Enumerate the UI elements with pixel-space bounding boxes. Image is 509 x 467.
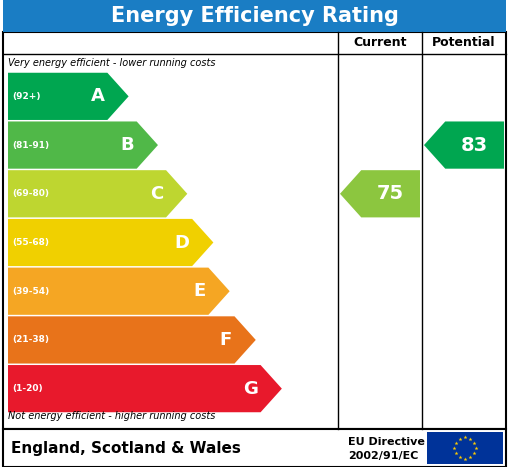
Bar (3, 0, 506, 32)
Text: (21-38): (21-38) (12, 335, 49, 345)
Polygon shape (8, 316, 256, 363)
Text: Not energy efficient - higher running costs: Not energy efficient - higher running co… (8, 411, 215, 421)
Text: (39-54): (39-54) (12, 287, 49, 296)
Text: Very energy efficient - lower running costs: Very energy efficient - lower running co… (8, 58, 215, 68)
Bar (427, 432, 503, 464)
Text: (92+): (92+) (12, 92, 41, 101)
Text: (55-68): (55-68) (12, 238, 49, 247)
Polygon shape (8, 73, 129, 120)
Text: 75: 75 (377, 184, 404, 203)
Text: 2002/91/EC: 2002/91/EC (348, 452, 418, 461)
Text: A: A (91, 87, 104, 106)
Polygon shape (8, 170, 187, 218)
Text: England, Scotland & Wales: England, Scotland & Wales (11, 440, 241, 455)
Text: Energy Efficiency Rating: Energy Efficiency Rating (110, 6, 399, 26)
Polygon shape (8, 268, 230, 315)
Polygon shape (424, 121, 504, 169)
Polygon shape (8, 219, 213, 266)
Text: C: C (150, 185, 163, 203)
Bar (3, 32, 506, 429)
Text: 83: 83 (461, 135, 488, 155)
Bar (3, 429, 506, 467)
Text: (69-80): (69-80) (12, 189, 49, 198)
Text: F: F (219, 331, 232, 349)
Text: E: E (193, 282, 206, 300)
Polygon shape (8, 121, 158, 169)
Text: Potential: Potential (432, 36, 496, 50)
Polygon shape (340, 170, 420, 218)
Text: Current: Current (353, 36, 407, 50)
Text: G: G (243, 380, 258, 397)
Text: (81-91): (81-91) (12, 141, 49, 149)
Text: D: D (174, 234, 189, 252)
Text: B: B (120, 136, 134, 154)
Text: (1-20): (1-20) (12, 384, 43, 393)
Text: EU Directive: EU Directive (348, 437, 425, 447)
Polygon shape (8, 365, 282, 412)
